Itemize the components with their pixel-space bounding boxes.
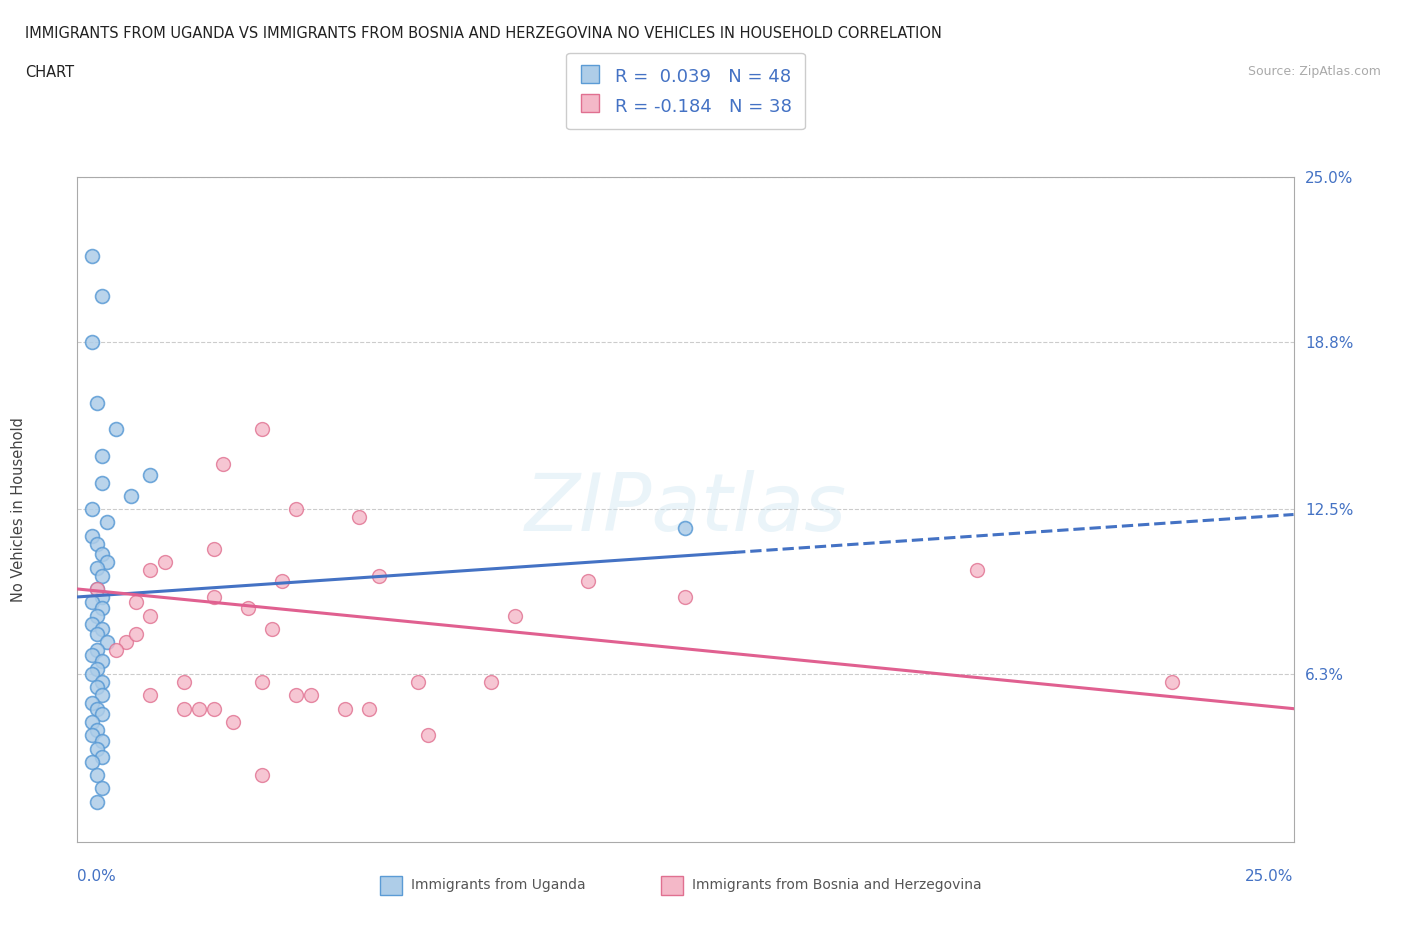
Point: [120, 488, 142, 503]
Point: [173, 701, 195, 716]
Point: [212, 457, 235, 472]
Point: [359, 701, 381, 716]
Text: Immigrants from Uganda: Immigrants from Uganda: [411, 878, 585, 893]
Point: [90, 568, 112, 583]
Point: [90, 749, 112, 764]
Point: [125, 595, 148, 610]
Point: [285, 688, 308, 703]
Point: [90, 621, 112, 636]
Point: [202, 590, 225, 604]
Point: [173, 674, 195, 689]
Point: [125, 627, 148, 642]
Point: [285, 502, 308, 517]
Point: [86, 741, 108, 756]
Point: [260, 621, 283, 636]
Point: [250, 422, 273, 437]
Point: [299, 688, 322, 703]
Point: [115, 635, 138, 650]
Point: [90, 688, 112, 703]
Point: [86, 723, 108, 737]
Text: CHART: CHART: [25, 65, 75, 80]
Point: [80, 754, 103, 769]
Point: [139, 608, 162, 623]
Point: [80, 648, 103, 663]
Point: [479, 674, 502, 689]
Point: [86, 701, 108, 716]
Point: [80, 502, 103, 517]
Point: [80, 667, 103, 682]
Text: No Vehicles in Household: No Vehicles in Household: [11, 417, 27, 602]
Point: [96, 515, 118, 530]
Point: [368, 568, 391, 583]
Point: [90, 674, 112, 689]
Point: [80, 249, 103, 264]
Point: [349, 510, 371, 525]
Point: [90, 590, 112, 604]
Point: [86, 608, 108, 623]
Point: [90, 654, 112, 669]
Point: [503, 608, 526, 623]
Text: IMMIGRANTS FROM UGANDA VS IMMIGRANTS FROM BOSNIA AND HERZEGOVINA NO VEHICLES IN : IMMIGRANTS FROM UGANDA VS IMMIGRANTS FRO…: [25, 26, 942, 41]
Point: [105, 643, 128, 658]
Point: [416, 728, 439, 743]
Point: [333, 701, 356, 716]
Point: [188, 701, 211, 716]
Point: [675, 521, 697, 536]
Point: [139, 563, 162, 578]
Point: [86, 794, 108, 809]
Point: [96, 555, 118, 570]
Point: [86, 768, 108, 783]
Point: [90, 781, 112, 796]
Point: [80, 616, 103, 631]
Point: [202, 541, 225, 556]
Point: [86, 643, 108, 658]
Point: [86, 581, 108, 596]
Point: [96, 635, 118, 650]
Text: Source: ZipAtlas.com: Source: ZipAtlas.com: [1247, 65, 1381, 78]
Point: [250, 768, 273, 783]
Point: [90, 475, 112, 490]
Point: [222, 714, 245, 729]
Point: [270, 574, 292, 589]
Point: [86, 627, 108, 642]
Point: [90, 600, 112, 615]
Point: [90, 448, 112, 463]
Point: [576, 574, 599, 589]
Point: [90, 289, 112, 304]
Point: [80, 595, 103, 610]
Point: [86, 680, 108, 695]
Text: 0.0%: 0.0%: [77, 869, 117, 883]
Point: [86, 560, 108, 575]
Text: ZIPatlas: ZIPatlas: [524, 471, 846, 548]
Point: [80, 528, 103, 543]
Point: [966, 563, 988, 578]
Point: [90, 547, 112, 562]
Point: [80, 334, 103, 349]
Point: [86, 661, 108, 676]
Point: [80, 696, 103, 711]
Point: [250, 674, 273, 689]
Point: [90, 707, 112, 722]
Point: [90, 733, 112, 748]
Point: [86, 395, 108, 410]
Point: [105, 422, 128, 437]
Point: [406, 674, 429, 689]
Point: [202, 701, 225, 716]
Point: [236, 600, 259, 615]
Text: Immigrants from Bosnia and Herzegovina: Immigrants from Bosnia and Herzegovina: [692, 878, 981, 893]
Point: [80, 714, 103, 729]
Point: [80, 728, 103, 743]
Point: [139, 467, 162, 482]
Point: [86, 581, 108, 596]
Point: [86, 537, 108, 551]
Point: [139, 688, 162, 703]
Legend: R =  0.039   N = 48, R = -0.184   N = 38: R = 0.039 N = 48, R = -0.184 N = 38: [567, 53, 804, 129]
Point: [1161, 674, 1184, 689]
Point: [675, 590, 697, 604]
Text: 25.0%: 25.0%: [1246, 869, 1294, 883]
Point: [153, 555, 176, 570]
